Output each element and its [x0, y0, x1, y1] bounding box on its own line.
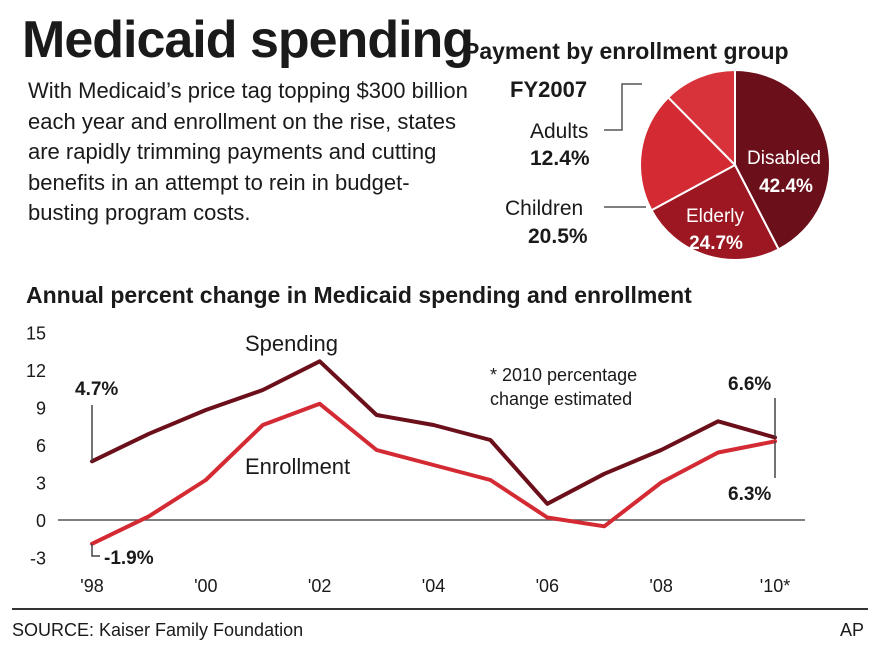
- x-tick-label: '06: [536, 576, 559, 596]
- x-tick-label: '04: [422, 576, 445, 596]
- pie-slice-adults: [666, 68, 736, 168]
- pie-slice-elderly: [650, 163, 781, 261]
- y-tick-label: 9: [36, 399, 46, 419]
- pie-slice-disabled: [734, 68, 831, 251]
- pie-inside-label-elderly: Elderly: [686, 206, 745, 227]
- y-tick-label: 6: [36, 436, 46, 456]
- line-chart-title: Annual percent change in Medicaid spendi…: [26, 282, 692, 308]
- y-tick-label: 3: [36, 474, 46, 494]
- spending-line: [90, 359, 777, 506]
- ap-credit: AP: [839, 620, 864, 640]
- x-tick-label: '02: [308, 576, 331, 596]
- enrollment-end-label: 6.3%: [728, 484, 771, 505]
- pie-chart: [639, 68, 831, 261]
- pie-outside-value-children: 20.5%: [528, 225, 588, 248]
- adults-leader-line: [604, 83, 642, 131]
- spending-start-label: 4.7%: [75, 379, 118, 400]
- enrollment-start-label: -1.9%: [104, 548, 154, 569]
- x-tick-label: '10*: [760, 576, 790, 596]
- estimate-note-line2: change estimated: [490, 389, 632, 409]
- y-tick-label: 12: [26, 361, 46, 381]
- source-credit: SOURCE: Kaiser Family Foundation: [12, 620, 304, 640]
- enrollment-series-label: Enrollment: [245, 454, 350, 479]
- x-tick-label: '00: [194, 576, 217, 596]
- pie-chart-title: Payment by enrollment group: [464, 38, 789, 64]
- pie-inside-label-disabled: Disabled: [747, 148, 821, 169]
- pie-slice-children: [639, 95, 737, 212]
- pie-outside-value-adults: 12.4%: [530, 147, 590, 170]
- pie-outside-label-children: Children: [505, 197, 583, 220]
- y-tick-label: 15: [26, 324, 46, 344]
- enrollment-line: [90, 401, 777, 546]
- y-tick-label: -3: [30, 549, 46, 569]
- pie-outside-label-adults: Adults: [530, 120, 588, 143]
- pie-fiscal-year: FY2007: [510, 77, 587, 102]
- pie-inside-value-elderly: 24.7%: [689, 233, 743, 254]
- enrollment-start-leader: [91, 543, 100, 557]
- y-tick-label: 0: [36, 511, 46, 531]
- pie-inside-value-disabled: 42.4%: [759, 176, 813, 197]
- footer-divider: [12, 608, 868, 610]
- intro-text: With Medicaid’s price tag topping $300 b…: [28, 78, 468, 225]
- spending-series-label: Spending: [245, 331, 338, 356]
- x-tick-label: '98: [80, 576, 103, 596]
- line-chart: 15 12 9 6 3 0 -3 '98 '00 '02 '04 '06 '08 '10*: [26, 324, 805, 596]
- x-tick-label: '08: [649, 576, 672, 596]
- estimate-note-line1: * 2010 percentage: [490, 365, 637, 385]
- spending-end-label: 6.6%: [728, 374, 771, 395]
- page-title: Medicaid spending: [22, 11, 474, 69]
